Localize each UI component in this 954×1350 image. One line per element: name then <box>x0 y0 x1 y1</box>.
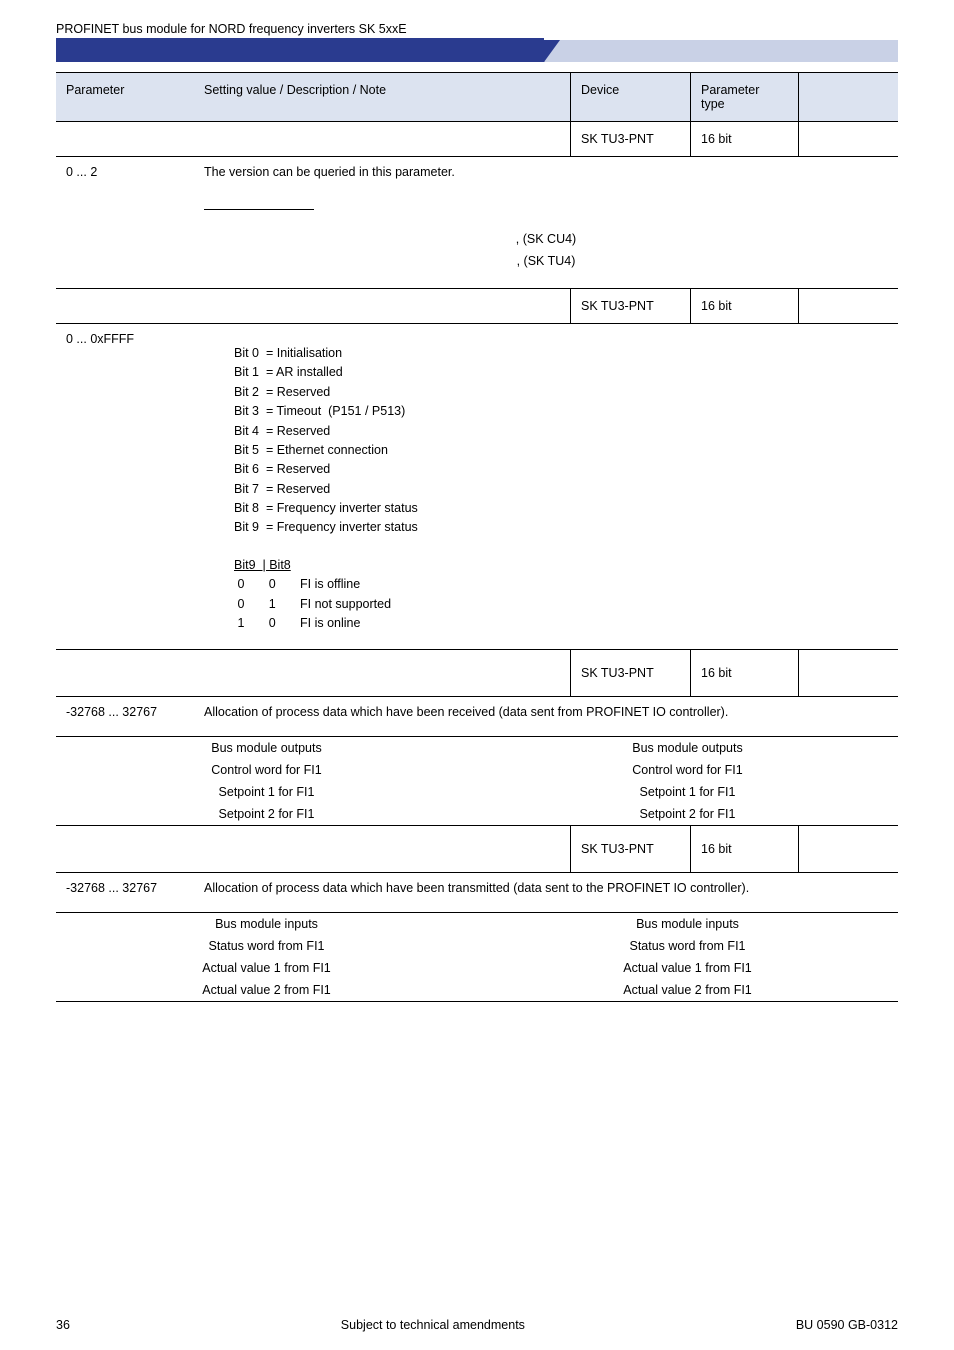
fi-row: 0 1 FI not supported <box>234 595 888 614</box>
type-value: 16 bit <box>690 122 798 156</box>
pair-left: Setpoint 1 for FI1 <box>56 781 477 803</box>
col-device: Device <box>570 73 690 121</box>
range-send: -32768 ... 32767 <box>56 873 194 912</box>
pair-row: Actual value 2 from FI1Actual value 2 fr… <box>56 979 898 1002</box>
sk-cu4: , (SK CU4) <box>204 228 888 250</box>
bit-list: Bit 0 = Initialisation Bit 1 = AR instal… <box>234 344 888 538</box>
pair-left: Setpoint 2 for FI1 <box>56 803 477 825</box>
send-pairs: Bus module inputsBus module inputs Statu… <box>56 913 898 1002</box>
sku-row-3: SK TU3-PNT 16 bit <box>56 649 898 697</box>
pair-left: Status word from FI1 <box>56 935 477 957</box>
row-recv: -32768 ... 32767 Allocation of process d… <box>56 697 898 737</box>
pair-left: Bus module inputs <box>56 913 477 935</box>
pair-left: Actual value 1 from FI1 <box>56 957 477 979</box>
bit7: Bit 7 = Reserved <box>234 480 888 499</box>
fi-status-table: Bit9 | Bit8 0 0 FI is offline 0 1 FI not… <box>234 556 888 634</box>
table-header: Parameter Setting value / Description / … <box>56 72 898 122</box>
pair-left: Actual value 2 from FI1 <box>56 979 477 1001</box>
pair-right: Actual value 2 from FI1 <box>477 979 898 1001</box>
fi-row: 1 0 FI is online <box>234 614 888 633</box>
type-value: 16 bit <box>690 650 798 696</box>
banner <box>56 40 898 62</box>
bit5: Bit 5 = Ethernet connection <box>234 441 888 460</box>
bit9: Bit 9 = Frequency inverter status <box>234 518 888 537</box>
range-recv: -32768 ... 32767 <box>56 697 194 736</box>
bit8: Bit 8 = Frequency inverter status <box>234 499 888 518</box>
pair-right: Control word for FI1 <box>477 759 898 781</box>
pair-row: Status word from FI1Status word from FI1 <box>56 935 898 957</box>
footer-right: BU 0590 GB-0312 <box>796 1318 898 1332</box>
page-footer: 36 Subject to technical amendments BU 05… <box>0 1318 954 1350</box>
col-blank <box>798 73 898 121</box>
pair-right: Bus module inputs <box>477 913 898 935</box>
fi-header: Bit9 | Bit8 <box>234 556 888 575</box>
pair-row: Setpoint 1 for FI1Setpoint 1 for FI1 <box>56 781 898 803</box>
doc-title: PROFINET bus module for NORD frequency i… <box>56 22 898 36</box>
range-ffff: 0 ... 0xFFFF <box>56 324 194 649</box>
page-number: 36 <box>56 1318 70 1332</box>
fi-row: 0 0 FI is offline <box>234 575 888 594</box>
type-value: 16 bit <box>690 289 798 323</box>
col-parameter: Parameter <box>56 73 194 121</box>
sku-row-4: SK TU3-PNT 16 bit <box>56 826 898 873</box>
pair-right: Bus module outputs <box>477 737 898 759</box>
device-value: SK TU3-PNT <box>570 826 690 872</box>
pair-row: Bus module inputsBus module inputs <box>56 913 898 935</box>
pair-left: Control word for FI1 <box>56 759 477 781</box>
bit4: Bit 4 = Reserved <box>234 422 888 441</box>
pair-right: Actual value 1 from FI1 <box>477 957 898 979</box>
type-value: 16 bit <box>690 826 798 872</box>
row-bits: 0 ... 0xFFFF Bit 0 = Initialisation Bit … <box>56 324 898 649</box>
device-value: SK TU3-PNT <box>570 650 690 696</box>
sk-versions: , (SK CU4) , (SK TU4) <box>204 218 888 280</box>
footer-mid: Subject to technical amendments <box>341 1318 525 1332</box>
recv-pairs: Bus module outputsBus module outputs Con… <box>56 737 898 826</box>
bit3: Bit 3 = Timeout (P151 / P513) <box>234 402 888 421</box>
row-version: 0 ... 2 The version can be queried in th… <box>56 157 898 288</box>
pair-row: Bus module outputsBus module outputs <box>56 737 898 759</box>
col-type: Parameter type <box>690 73 798 121</box>
bit1: Bit 1 = AR installed <box>234 363 888 382</box>
desc-02: The version can be queried in this param… <box>204 165 888 179</box>
device-value: SK TU3-PNT <box>570 122 690 156</box>
device-value: SK TU3-PNT <box>570 289 690 323</box>
range-02: 0 ... 2 <box>56 157 194 288</box>
sku-row: SK TU3-PNT 16 bit <box>56 122 898 157</box>
pair-row: Setpoint 2 for FI1Setpoint 2 for FI1 <box>56 803 898 826</box>
pair-left: Bus module outputs <box>56 737 477 759</box>
bit6: Bit 6 = Reserved <box>234 460 888 479</box>
bit0: Bit 0 = Initialisation <box>234 344 888 363</box>
pair-right: Setpoint 1 for FI1 <box>477 781 898 803</box>
desc-recv: Allocation of process data which have be… <box>194 697 898 736</box>
bit2: Bit 2 = Reserved <box>234 383 888 402</box>
pair-row: Control word for FI1Control word for FI1 <box>56 759 898 781</box>
pair-right: Status word from FI1 <box>477 935 898 957</box>
sku-row-2: SK TU3-PNT 16 bit <box>56 288 898 324</box>
desc-send: Allocation of process data which have be… <box>194 873 898 912</box>
inner-separator <box>204 209 314 210</box>
row-send: -32768 ... 32767 Allocation of process d… <box>56 873 898 913</box>
pair-right: Setpoint 2 for FI1 <box>477 803 898 825</box>
sk-tu4: , (SK TU4) <box>204 250 888 272</box>
col-setting: Setting value / Description / Note <box>194 73 570 121</box>
pair-row: Actual value 1 from FI1Actual value 1 fr… <box>56 957 898 979</box>
